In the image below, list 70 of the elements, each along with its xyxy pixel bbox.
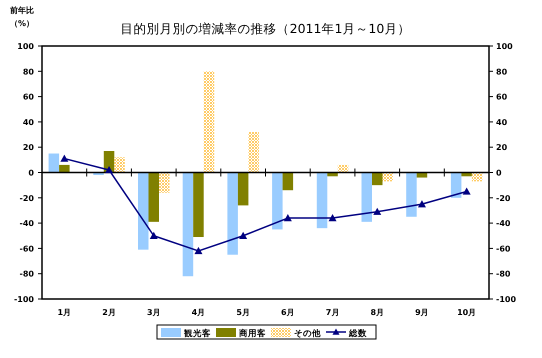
bar [372, 172, 383, 186]
y-tick-label: 100 [17, 42, 34, 51]
y-tick-label: -80 [20, 270, 34, 279]
bar [450, 172, 462, 198]
bar [406, 172, 417, 217]
y-tick-label: -20 [20, 194, 34, 203]
x-tick-label: 3月 [146, 308, 161, 317]
bar [148, 172, 160, 222]
legend-label: その他 [294, 328, 322, 339]
bar [182, 172, 194, 276]
y-tick-label: 0 [28, 168, 34, 178]
point [239, 232, 248, 239]
point [418, 200, 426, 208]
bar [48, 154, 60, 172]
x-tick-label: 7月 [326, 308, 340, 317]
bar [193, 172, 204, 238]
x-tick-label: 8月 [370, 308, 384, 317]
y-tick-label: 60 [22, 92, 34, 102]
legend-label: 商用客 [238, 328, 266, 339]
y2-tick-label: 0 [496, 168, 502, 178]
y2-tick-label: 80 [496, 67, 508, 76]
legend-label: 総数 [348, 328, 368, 339]
y2-tick-label: 100 [496, 42, 514, 51]
y2-tick-label: 20 [496, 143, 508, 152]
bar [59, 164, 70, 172]
bar [338, 164, 348, 172]
bar [204, 71, 214, 172]
x-tick-label: 4月 [192, 308, 206, 317]
y-tick-label: -100 [14, 295, 34, 304]
x-tick-label: 2月 [102, 308, 116, 317]
bar [238, 172, 248, 206]
y2-tick-label: -60 [496, 244, 511, 254]
y-tick-label: 20 [22, 143, 34, 152]
y-tick-label: 80 [22, 67, 34, 76]
x-tick-label: 10月 [457, 308, 476, 317]
point [284, 214, 292, 222]
point [328, 214, 337, 222]
bar [316, 172, 328, 228]
x-tick-label: 6月 [281, 308, 295, 317]
bar [282, 172, 294, 190]
point [60, 154, 68, 162]
bar [227, 172, 238, 255]
y2-tick-label: -100 [496, 295, 516, 304]
x-tick-label: 1月 [58, 308, 72, 317]
bar [248, 132, 259, 172]
bar [382, 172, 394, 182]
x-tick-label: 5月 [236, 308, 250, 317]
y2-tick-label: -80 [496, 270, 511, 279]
y-tick-label: 40 [22, 118, 34, 127]
point [194, 246, 202, 254]
bar [159, 172, 170, 193]
chart-title: 目的別月別の増減率の推移（2011年1月～10月） [120, 21, 410, 36]
bar [272, 172, 283, 230]
bar [472, 172, 482, 182]
bar [138, 172, 148, 250]
y-tick-label: -40 [20, 219, 34, 228]
y2-tick-label: -40 [496, 219, 511, 228]
legend-label: 観光客 [183, 328, 211, 339]
bar [114, 157, 125, 172]
point [373, 208, 382, 215]
y2-tick-label: -20 [496, 194, 511, 203]
x-tick-label: 9月 [415, 308, 429, 317]
y2-tick-label: 60 [496, 92, 508, 102]
y2-tick-label: 40 [496, 118, 508, 127]
y-tick-label: -60 [20, 244, 34, 254]
point [105, 166, 114, 174]
bar [361, 172, 372, 222]
y-axis-title: 前年比（%） [8, 5, 35, 30]
point [462, 187, 471, 195]
point [150, 232, 158, 239]
